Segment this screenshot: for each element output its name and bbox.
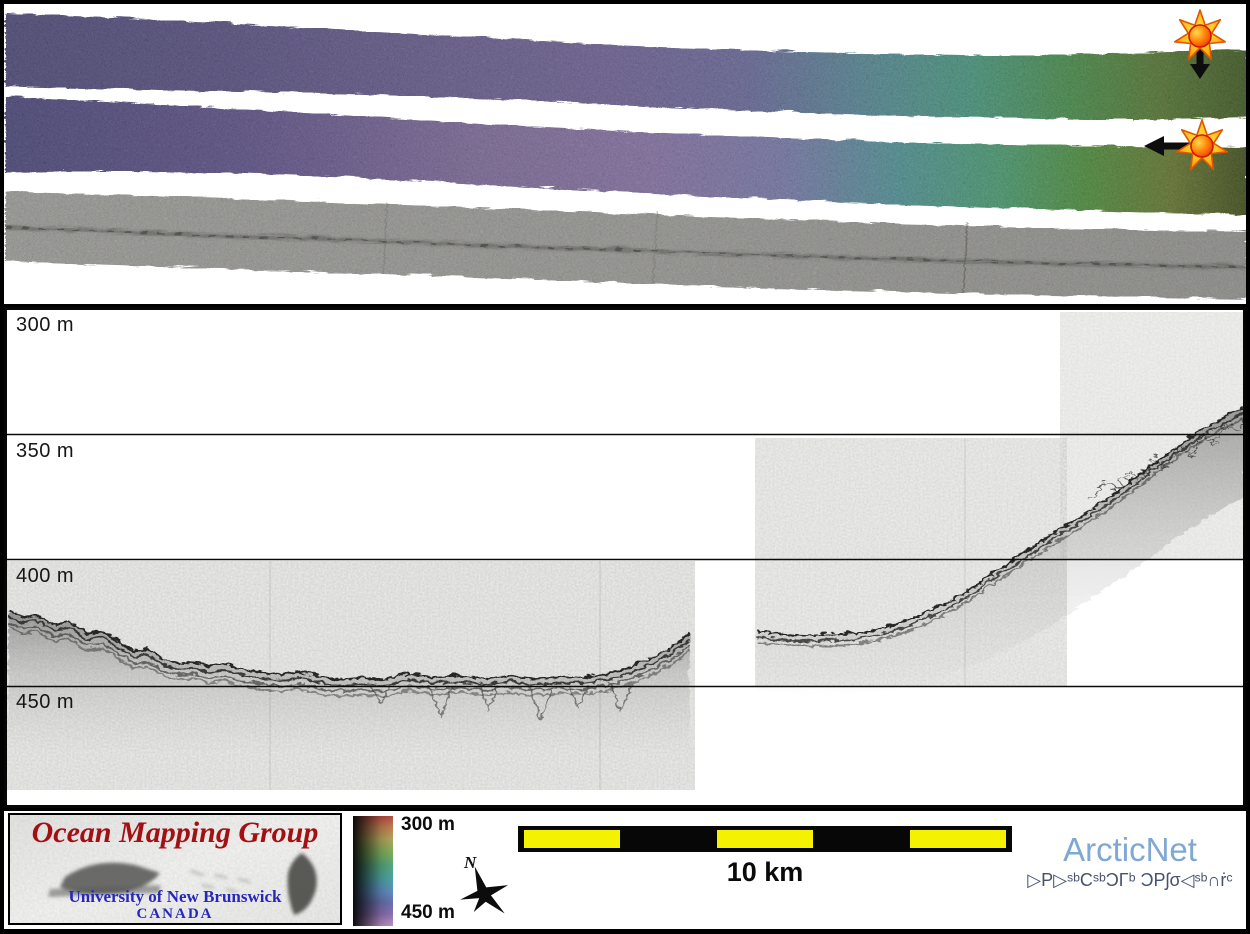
multibeam-swath-top [4, 12, 1246, 118]
color-scale-bottom-label: 450 m [401, 902, 455, 923]
scale-bar-label: 10 km [726, 857, 804, 887]
arrow-down-icon [1190, 42, 1210, 79]
omg-university: University of New Brunswick [68, 887, 282, 906]
omg-title: Ocean Mapping Group [31, 816, 319, 849]
compass-star-icon [460, 866, 509, 914]
scale-bar [518, 826, 1012, 852]
iceberg-scour-incisions [366, 679, 632, 721]
depth-label-400m: 400 m [16, 565, 75, 587]
depth-label-450m: 450 m [16, 691, 75, 713]
footer-region: Ocean Mapping Group University of New Br… [4, 811, 1246, 929]
arcticnet-name: ArcticNet [1063, 831, 1197, 868]
sidescan-swath [3, 190, 1247, 298]
arrow-left-icon [1144, 136, 1196, 156]
subbottom-profile-graphic [7, 312, 1243, 790]
swath-maps-graphic [3, 9, 1247, 298]
north-label: N [464, 853, 477, 872]
omg-logo: Ocean Mapping Group University of New Br… [8, 813, 342, 925]
depth-label-300m: 300 m [16, 314, 75, 336]
sun-illumination-left-icon [1144, 119, 1229, 171]
omg-logo-background [10, 815, 340, 923]
sun-illumination-down-icon [1173, 9, 1227, 79]
arcticnet-logo: ArcticNet ▷P▷ˢᵇCˢᵇƆΓᵇ ƆPʃσ◁ˢᵇ∩ṙᶜ [1022, 831, 1238, 891]
scale-bar-segment [910, 830, 1006, 848]
scale-bar-segment [717, 830, 813, 848]
scale-bar-segment [524, 830, 620, 848]
arcticnet-inuktitut: ▷P▷ˢᵇCˢᵇƆΓᵇ ƆPʃσ◁ˢᵇ∩ṙᶜ [1027, 870, 1233, 890]
depth-gridlines [7, 433, 1243, 688]
seabed-trace-left [7, 608, 688, 750]
multibeam-swath-middle [4, 95, 1246, 214]
depth-label-350m: 350 m [16, 440, 75, 462]
subbottom-profile-panel: 300 m 350 m 400 m 450 m [4, 307, 1246, 808]
north-arrow: N [450, 847, 516, 927]
color-scale-top-label: 300 m [401, 814, 455, 835]
swath-maps-region [3, 4, 1247, 304]
sidescan-fish-silhouettes [48, 853, 317, 915]
rocky-seabed-texture [1086, 409, 1243, 497]
omg-country: CANADA [136, 906, 214, 922]
depth-color-scale [353, 816, 393, 926]
